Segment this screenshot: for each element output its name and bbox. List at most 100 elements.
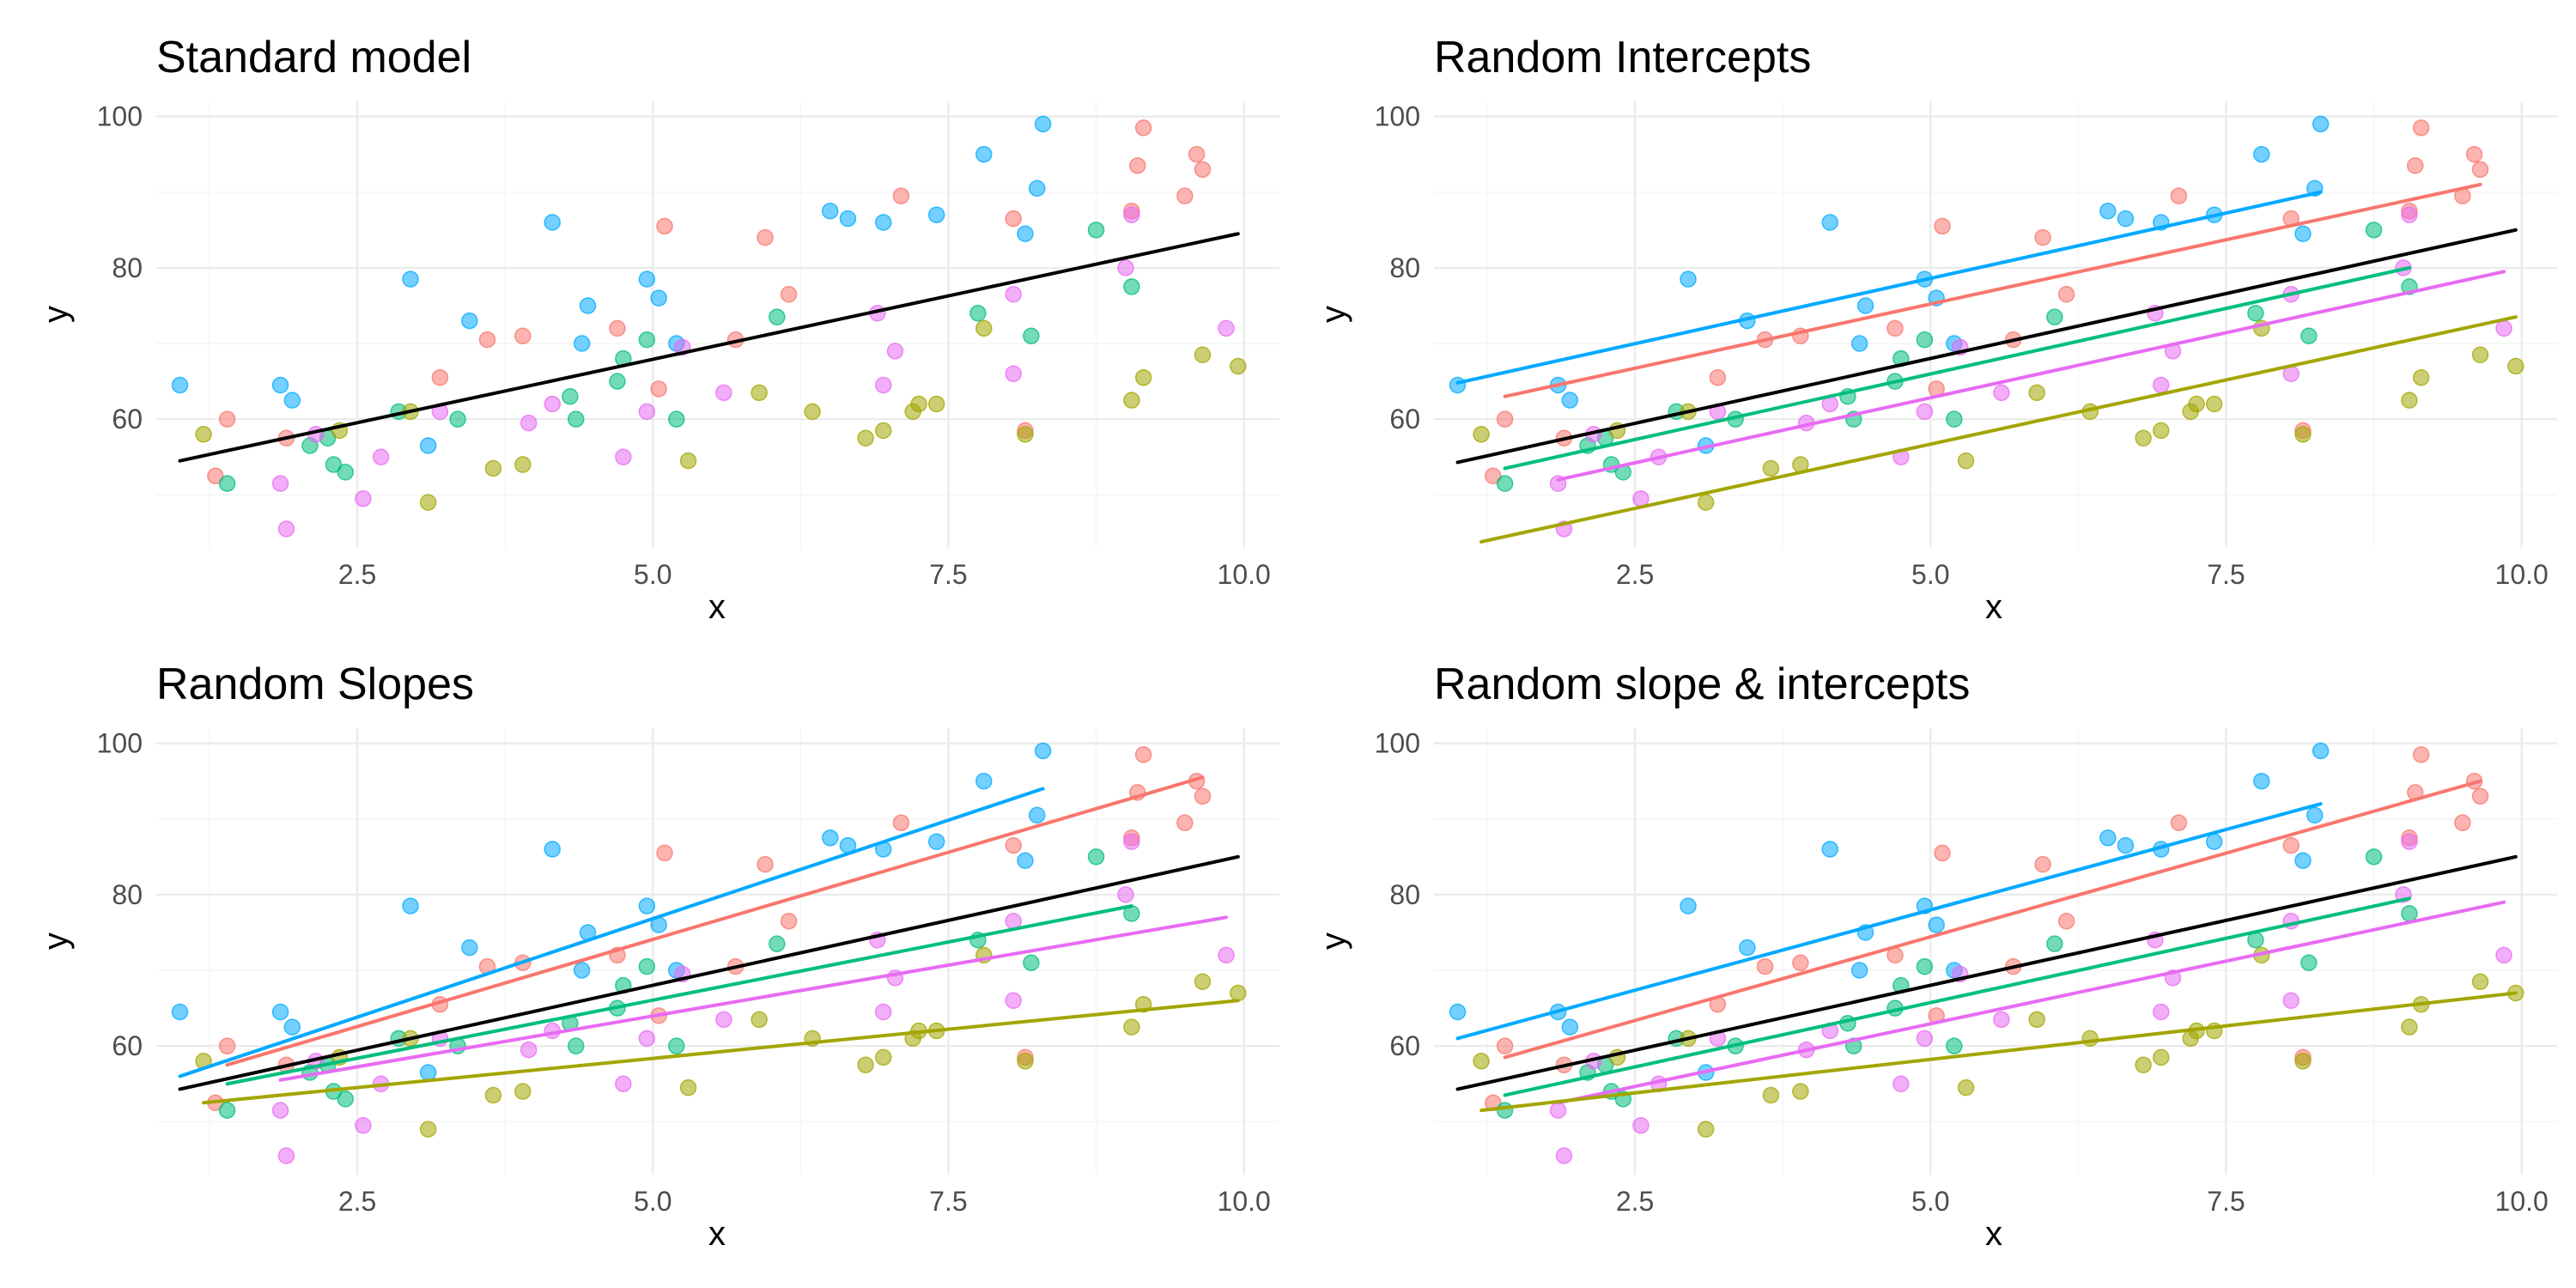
- data-point-blue: [875, 214, 892, 231]
- fit-line-green: [1503, 265, 2411, 471]
- data-point-magenta: [2153, 1003, 2170, 1021]
- data-point-olive: [419, 494, 437, 511]
- data-point-blue: [461, 312, 478, 330]
- data-point-olive: [2205, 395, 2223, 413]
- data-point-olive: [1762, 1086, 1780, 1104]
- data-point-red: [1134, 119, 1152, 137]
- data-point-magenta: [271, 475, 289, 492]
- fit-line-overall: [178, 854, 1240, 1091]
- y-tick-label: 80: [112, 879, 143, 910]
- data-point-blue: [2294, 852, 2312, 869]
- data-point-magenta: [2282, 992, 2300, 1010]
- data-point-green: [568, 1037, 585, 1054]
- data-point-red: [478, 331, 496, 349]
- data-point-olive: [1017, 426, 1034, 443]
- data-point-green: [2401, 905, 2418, 922]
- data-point-blue: [579, 297, 597, 314]
- data-point-green: [1916, 331, 1934, 349]
- data-point-blue: [1821, 214, 1838, 231]
- data-point-blue: [2294, 225, 2312, 242]
- data-point-red: [1005, 210, 1022, 228]
- data-point-blue: [419, 437, 437, 454]
- data-point-blue: [573, 962, 591, 979]
- data-point-blue: [638, 270, 656, 288]
- data-point-blue: [2253, 772, 2270, 790]
- data-point-magenta: [355, 1116, 372, 1134]
- data-point-green: [2046, 935, 2063, 952]
- data-point-blue: [2306, 806, 2324, 824]
- data-point-green: [1916, 957, 1934, 975]
- data-point-red: [2057, 912, 2075, 930]
- x-axis-title: x: [708, 588, 726, 626]
- data-point-olive: [1194, 973, 1212, 991]
- data-point-blue: [1680, 897, 1697, 914]
- x-tick-label: 7.5: [929, 559, 967, 590]
- data-point-green: [1123, 278, 1140, 295]
- data-point-olive: [1762, 459, 1780, 477]
- data-point-magenta: [519, 414, 538, 432]
- data-point-red: [1886, 319, 1904, 337]
- panel-random-slope-intercepts: Random slope & intercepts 2.5 5.0 7.5 10.0 6…: [1315, 659, 2557, 1253]
- data-point-olive: [2028, 1011, 2045, 1029]
- data-point-red: [1176, 187, 1194, 204]
- data-point-magenta: [2495, 946, 2512, 964]
- x-tick-label: 10.0: [2495, 1186, 2549, 1217]
- y-tick-label: 60: [1389, 404, 1420, 434]
- data-point-blue: [2312, 742, 2330, 760]
- fit-line-red: [225, 775, 1205, 1067]
- data-point-red: [1934, 844, 1951, 862]
- data-point-green: [1023, 954, 1040, 971]
- data-point-blue: [839, 210, 857, 228]
- y-tick-label: 80: [1389, 879, 1420, 910]
- data-point-green: [1946, 410, 1963, 428]
- x-tick-label: 2.5: [338, 559, 376, 590]
- fit-line-overall: [1455, 854, 2518, 1091]
- data-point-olive: [1473, 426, 1490, 443]
- data-point-blue: [419, 1064, 437, 1081]
- data-point-magenta: [355, 489, 372, 507]
- panel-title: Random Slopes: [156, 659, 474, 709]
- data-point-red: [892, 187, 910, 204]
- data-point-olive: [2401, 392, 2418, 409]
- panel-title: Random Intercepts: [1434, 33, 1811, 82]
- data-point-blue: [1449, 376, 1467, 394]
- panel-title: Standard model: [156, 33, 471, 82]
- fit-line-olive: [1479, 991, 2518, 1113]
- data-point-olive: [1957, 1078, 1975, 1097]
- data-point-red: [1129, 157, 1146, 174]
- data-point-blue: [402, 270, 419, 288]
- data-point-magenta: [886, 343, 904, 360]
- data-point-green: [769, 935, 786, 952]
- data-point-olive: [2412, 368, 2430, 386]
- data-point-olive: [1230, 984, 1247, 1002]
- data-point-red: [431, 368, 449, 386]
- data-point-magenta: [519, 1041, 538, 1059]
- panel-standard-model: Standard model 2.5 5.0 7.5 10.0 60 80 100 x y: [37, 33, 1279, 626]
- data-point-red: [2034, 228, 2051, 246]
- data-point-blue: [2312, 115, 2330, 133]
- data-point-green: [218, 1102, 236, 1119]
- data-point-green: [1087, 848, 1105, 866]
- data-point-blue: [1028, 179, 1046, 197]
- panel-title: Random slope & intercepts: [1434, 659, 1970, 709]
- data-point-magenta: [638, 403, 656, 421]
- data-point-olive: [1134, 368, 1152, 386]
- data-point-green: [218, 475, 236, 492]
- data-point-magenta: [1893, 1075, 1910, 1092]
- x-tick-label: 5.0: [1911, 559, 1949, 590]
- data-point-magenta: [372, 448, 390, 465]
- x-tick-label: 2.5: [1616, 1186, 1654, 1217]
- x-axis-title: x: [1985, 588, 2002, 626]
- data-point-blue: [638, 897, 656, 914]
- data-point-red: [1496, 1037, 1514, 1054]
- data-point-green: [769, 308, 786, 325]
- data-point-green: [2300, 327, 2318, 344]
- data-point-magenta: [1916, 403, 1934, 421]
- data-point-blue: [2205, 833, 2223, 850]
- data-point-red: [1005, 836, 1022, 854]
- data-point-blue: [1028, 806, 1046, 824]
- data-point-magenta: [2401, 833, 2418, 850]
- data-point-red: [1194, 787, 1212, 805]
- data-point-magenta: [1123, 206, 1140, 223]
- data-point-green: [668, 1037, 685, 1054]
